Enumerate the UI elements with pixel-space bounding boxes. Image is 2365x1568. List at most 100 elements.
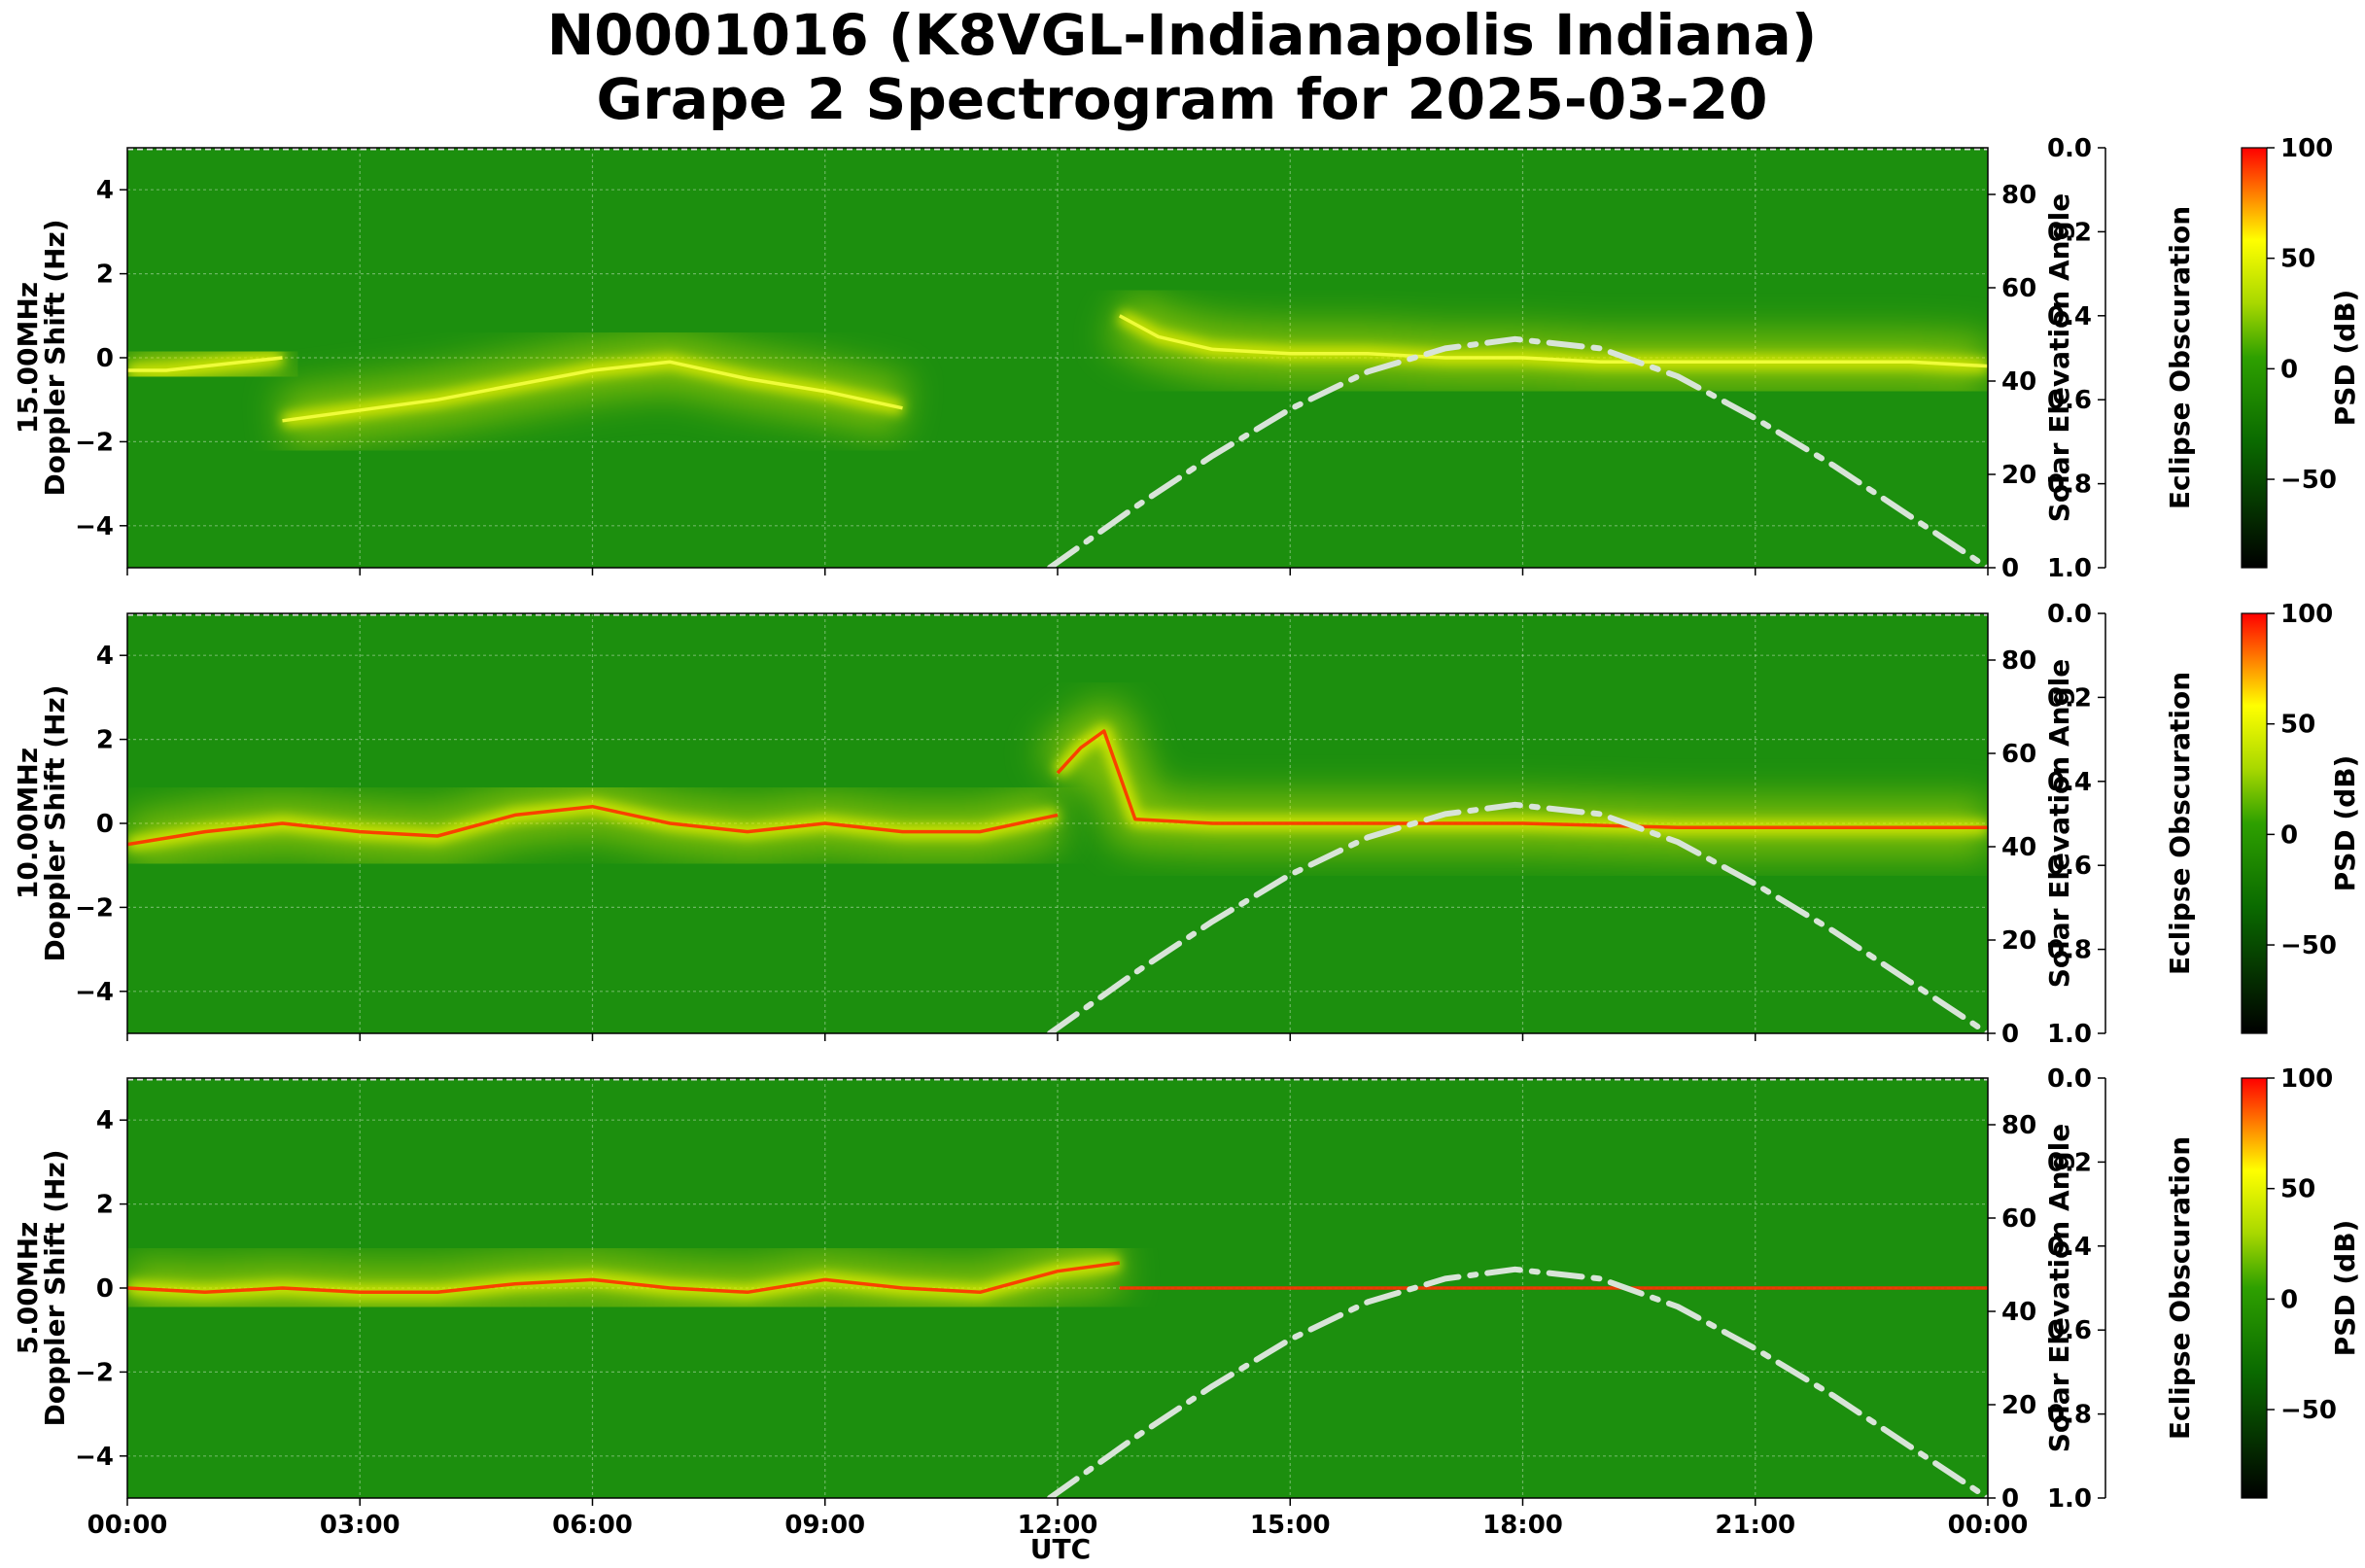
y-tick-label-right: 80: [2001, 1111, 2036, 1140]
eclipse-tick-label: 0.6: [2047, 1316, 2092, 1345]
y-axis-label-right: Solar Elevation Angle: [2043, 659, 2075, 988]
colorbar-tick-label: 100: [2280, 134, 2333, 163]
colorbar-tick-label: −50: [2280, 931, 2337, 960]
y-tick-label-right: 0: [2001, 554, 2019, 583]
spectrogram-area: [127, 613, 1988, 1033]
x-tick-label: 00:00: [1948, 1511, 2029, 1540]
colorbar-tick-label: 100: [2280, 600, 2333, 629]
colorbar-tick-label: 100: [2280, 1064, 2333, 1094]
colorbar-tick-label: 50: [2280, 1175, 2315, 1204]
y-axis-label-left: Doppler Shift (Hz): [39, 219, 71, 496]
x-tick-label: 09:00: [784, 1511, 865, 1540]
colorbar-label: PSD (dB): [2329, 290, 2361, 427]
colorbar: [2241, 612, 2268, 1034]
doppler-trace: [282, 360, 903, 423]
y-tick-label-left: −2: [75, 1358, 114, 1387]
doppler-trace: [127, 804, 1059, 847]
solar-elevation-curve: [1047, 801, 1988, 1033]
eclipse-tick-label: 0.8: [2047, 470, 2092, 500]
x-axis-label: UTC: [1030, 1533, 1091, 1565]
eclipse-tick-label: 0.8: [2047, 1401, 2092, 1430]
y-tick-label-left: 2: [96, 1191, 114, 1220]
eclipse-axis-label: Eclipse Obscuration: [2164, 1136, 2196, 1440]
y-tick-label-left: 2: [96, 261, 114, 290]
y-axis-label-right: Solar Elevation Angle: [2043, 1124, 2075, 1452]
eclipse-tick-label: 0.4: [2047, 768, 2092, 797]
x-tick-label: 06:00: [552, 1511, 633, 1540]
y-tick-label-left: 0: [96, 810, 114, 839]
y-tick-label-left: −4: [75, 1443, 114, 1472]
y-tick-label-right: 40: [2001, 367, 2036, 397]
x-tick-label: 12:00: [1018, 1511, 1098, 1540]
colorbar-label: PSD (dB): [2329, 1220, 2361, 1357]
y-tick-label-right: 20: [2001, 1391, 2036, 1420]
spectrogram-area: [127, 148, 1988, 568]
colorbar-tick-label: −50: [2280, 466, 2337, 495]
colorbar-tick-label: 0: [2280, 820, 2298, 850]
colorbar-tick-label: 0: [2280, 1285, 2298, 1314]
solar-elevation-curve: [1047, 335, 1988, 568]
eclipse-tick-label: 0.0: [2047, 134, 2092, 163]
eclipse-tick-label: 0.0: [2047, 600, 2092, 629]
colorbar-tick-label: 50: [2280, 711, 2315, 740]
eclipse-tick-label: 1.0: [2047, 1020, 2092, 1049]
y-tick-label-left: −2: [75, 893, 114, 923]
y-tick-label-right: 60: [2001, 740, 2036, 769]
eclipse-tick-label: 0.2: [2047, 218, 2092, 247]
solar-elevation-curve: [1047, 1266, 1988, 1498]
panel-frequency-label: 10.00MHz: [12, 748, 44, 899]
y-tick-label-right: 80: [2001, 181, 2036, 210]
doppler-trace: [127, 1261, 1121, 1295]
colorbar-tick-label: −50: [2280, 1396, 2337, 1425]
colorbar-tick-label: 50: [2280, 245, 2315, 274]
colorbar-tick-label: 0: [2280, 355, 2298, 384]
eclipse-tick-label: 0.2: [2047, 1148, 2092, 1177]
doppler-trace: [1118, 314, 1988, 368]
eclipse-tick-label: 1.0: [2047, 1484, 2092, 1514]
eclipse-tick-label: 1.0: [2047, 554, 2092, 583]
spectrogram-area: [127, 1078, 1988, 1498]
y-tick-label-left: 4: [96, 176, 114, 205]
colorbar-label: PSD (dB): [2329, 755, 2361, 892]
eclipse-axis-label: Eclipse Obscuration: [2164, 672, 2196, 975]
y-tick-label-right: 20: [2001, 461, 2036, 490]
eclipse-tick-label: 0.0: [2047, 1064, 2092, 1094]
y-tick-label-left: −4: [75, 978, 114, 1007]
eclipse-tick-label: 0.8: [2047, 936, 2092, 965]
eclipse-tick-label: 0.4: [2047, 1233, 2092, 1262]
chart-title: N0001016 (K8VGL-Indianapolis Indiana): [547, 2, 1818, 68]
x-tick-label: 15:00: [1250, 1511, 1331, 1540]
y-tick-label-left: 0: [96, 1274, 114, 1304]
x-tick-label: 03:00: [320, 1511, 400, 1540]
x-tick-label: 21:00: [1715, 1511, 1795, 1540]
doppler-trace: [1056, 729, 1988, 830]
y-tick-label-right: 60: [2001, 1204, 2036, 1234]
y-tick-label-left: −4: [75, 512, 114, 541]
x-tick-label: 00:00: [87, 1511, 168, 1540]
chart-subtitle: Grape 2 Spectrogram for 2025-03-20: [597, 66, 1768, 132]
y-tick-label-right: 80: [2001, 646, 2036, 676]
doppler-trace: [127, 356, 283, 372]
y-tick-label-right: 40: [2001, 1298, 2036, 1327]
y-tick-label-left: 4: [96, 642, 114, 671]
y-tick-label-left: 2: [96, 726, 114, 755]
y-tick-label-right: 40: [2001, 833, 2036, 862]
colorbar: [2241, 1077, 2268, 1499]
y-axis-label-left: Doppler Shift (Hz): [39, 1149, 71, 1426]
y-tick-label-right: 20: [2001, 926, 2036, 956]
panel-frequency-label: 15.00MHz: [12, 282, 44, 434]
eclipse-tick-label: 0.4: [2047, 302, 2092, 331]
eclipse-tick-label: 0.2: [2047, 683, 2092, 713]
y-tick-label-right: 0: [2001, 1020, 2019, 1049]
y-tick-label-left: −2: [75, 428, 114, 457]
y-tick-label-right: 60: [2001, 274, 2036, 303]
y-tick-label-left: 0: [96, 344, 114, 373]
panel-frequency-label: 5.00MHz: [12, 1222, 44, 1355]
colorbar: [2241, 147, 2268, 569]
y-axis-label-left: Doppler Shift (Hz): [39, 684, 71, 961]
eclipse-tick-label: 0.6: [2047, 386, 2092, 415]
